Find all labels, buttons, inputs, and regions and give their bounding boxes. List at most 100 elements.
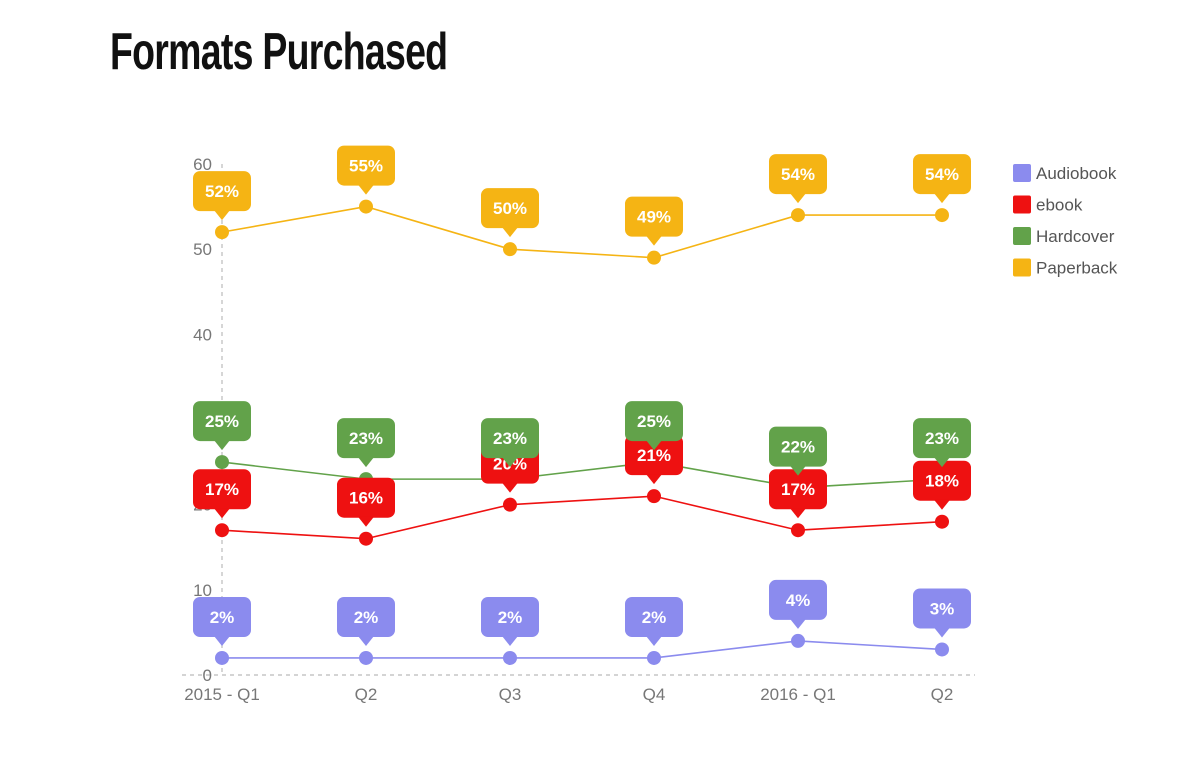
data-label-audiobook: 2% <box>481 596 539 646</box>
data-label-text: 23% <box>349 429 383 448</box>
data-label-box <box>481 188 539 229</box>
x-tick-label: 2015 - Q1 <box>184 685 260 704</box>
data-label-pointer <box>358 516 374 527</box>
data-label-text: 4% <box>786 591 811 610</box>
data-label-box <box>913 460 971 501</box>
data-point-ebook <box>647 489 661 504</box>
data-label-text: 17% <box>205 480 239 499</box>
data-point-paperback <box>503 242 517 257</box>
data-label-audiobook: 4% <box>769 579 827 629</box>
x-tick-label: Q4 <box>643 685 666 704</box>
data-label-ebook: 18% <box>913 460 971 510</box>
data-label-text: 25% <box>637 412 671 431</box>
data-label-pointer <box>502 227 518 238</box>
data-point-audiobook <box>215 650 229 665</box>
data-label-text: 54% <box>781 165 815 184</box>
data-label-pointer <box>934 499 950 510</box>
data-label-box <box>193 596 251 637</box>
data-point-audiobook <box>647 650 661 665</box>
series-line-audiobook <box>222 640 943 659</box>
data-label-paperback: 50% <box>481 188 539 238</box>
data-label-box <box>337 477 395 518</box>
data-label-pointer <box>502 635 518 646</box>
data-label-pointer <box>646 474 662 485</box>
legend: Audiobook ebook Hardcover Paperback <box>1013 164 1118 278</box>
data-point-hardcover <box>215 455 229 470</box>
data-labels: 52%55%50%49%54%54%17%16%20%21%17%18%25%2… <box>193 145 971 646</box>
y-tick-label: 60 <box>193 155 212 174</box>
data-label-text: 22% <box>781 438 815 457</box>
data-label-pointer <box>790 193 806 204</box>
data-label-paperback: 54% <box>913 154 971 204</box>
y-tick-label: 40 <box>193 325 212 344</box>
data-label-box <box>769 154 827 195</box>
data-label-paperback: 55% <box>337 145 395 195</box>
data-point-ebook <box>935 514 949 529</box>
data-label-text: 17% <box>781 480 815 499</box>
data-label-text: 2% <box>642 608 667 627</box>
data-point-audiobook <box>503 650 517 665</box>
data-label-text: 3% <box>930 599 955 618</box>
data-label-pointer <box>790 465 806 476</box>
data-label-box <box>481 418 539 459</box>
legend-item-paperback: Paperback <box>1013 258 1118 278</box>
legend-swatch <box>1013 258 1031 277</box>
data-label-pointer <box>214 210 230 221</box>
data-label-pointer <box>502 457 518 468</box>
data-point-audiobook <box>791 633 805 648</box>
data-label-box <box>193 401 251 442</box>
data-label-text: 2% <box>498 608 523 627</box>
data-label-paperback: 49% <box>625 196 683 246</box>
data-label-pointer <box>790 618 806 629</box>
legend-label: Audiobook <box>1036 164 1117 183</box>
data-label-pointer <box>646 440 662 451</box>
data-label-box <box>913 418 971 459</box>
data-label-hardcover: 25% <box>625 401 683 451</box>
data-label-hardcover: 22% <box>769 426 827 476</box>
x-tick-label: 2016 - Q1 <box>760 685 836 704</box>
data-label-box <box>193 171 251 212</box>
data-label-audiobook: 3% <box>913 588 971 638</box>
data-label-box <box>769 579 827 620</box>
series-line-ebook <box>221 495 943 540</box>
data-label-box <box>481 596 539 637</box>
y-tick-label: 10 <box>193 581 212 600</box>
data-point-ebook <box>215 523 229 538</box>
data-label-pointer <box>934 193 950 204</box>
legend-label: ebook <box>1036 196 1083 215</box>
data-point-ebook <box>791 523 805 538</box>
data-label-box <box>625 196 683 237</box>
data-label-pointer <box>646 235 662 246</box>
legend-swatch <box>1013 227 1031 245</box>
data-label-text: 49% <box>637 208 671 227</box>
x-tick-label: Q3 <box>499 685 522 704</box>
data-point-paperback <box>791 208 805 223</box>
data-label-hardcover: 23% <box>337 418 395 468</box>
data-label-pointer <box>934 457 950 468</box>
legend-item-ebook: ebook <box>1013 195 1083 215</box>
data-label-pointer <box>358 457 374 468</box>
page-title: Formats Purchased <box>110 23 448 81</box>
data-point-paperback <box>215 225 229 240</box>
series-lines <box>221 205 943 659</box>
data-label-pointer <box>790 508 806 519</box>
data-label-audiobook: 2% <box>337 596 395 646</box>
data-label-paperback: 54% <box>769 154 827 204</box>
data-label-ebook: 21% <box>625 435 683 485</box>
data-label-ebook: 17% <box>769 469 827 519</box>
x-tick-label: Q2 <box>931 685 954 704</box>
data-label-hardcover: 23% <box>481 418 539 468</box>
data-label-pointer <box>934 627 950 638</box>
data-label-box <box>193 469 251 510</box>
data-label-paperback: 52% <box>193 171 251 221</box>
data-label-box <box>625 435 683 476</box>
data-label-pointer <box>358 184 374 195</box>
data-label-box <box>913 154 971 195</box>
data-point-audiobook <box>935 642 949 657</box>
data-label-hardcover: 25% <box>193 401 251 451</box>
data-label-box <box>625 401 683 442</box>
data-point-ebook <box>359 531 373 546</box>
data-label-ebook: 16% <box>337 477 395 527</box>
data-label-box <box>625 596 683 637</box>
